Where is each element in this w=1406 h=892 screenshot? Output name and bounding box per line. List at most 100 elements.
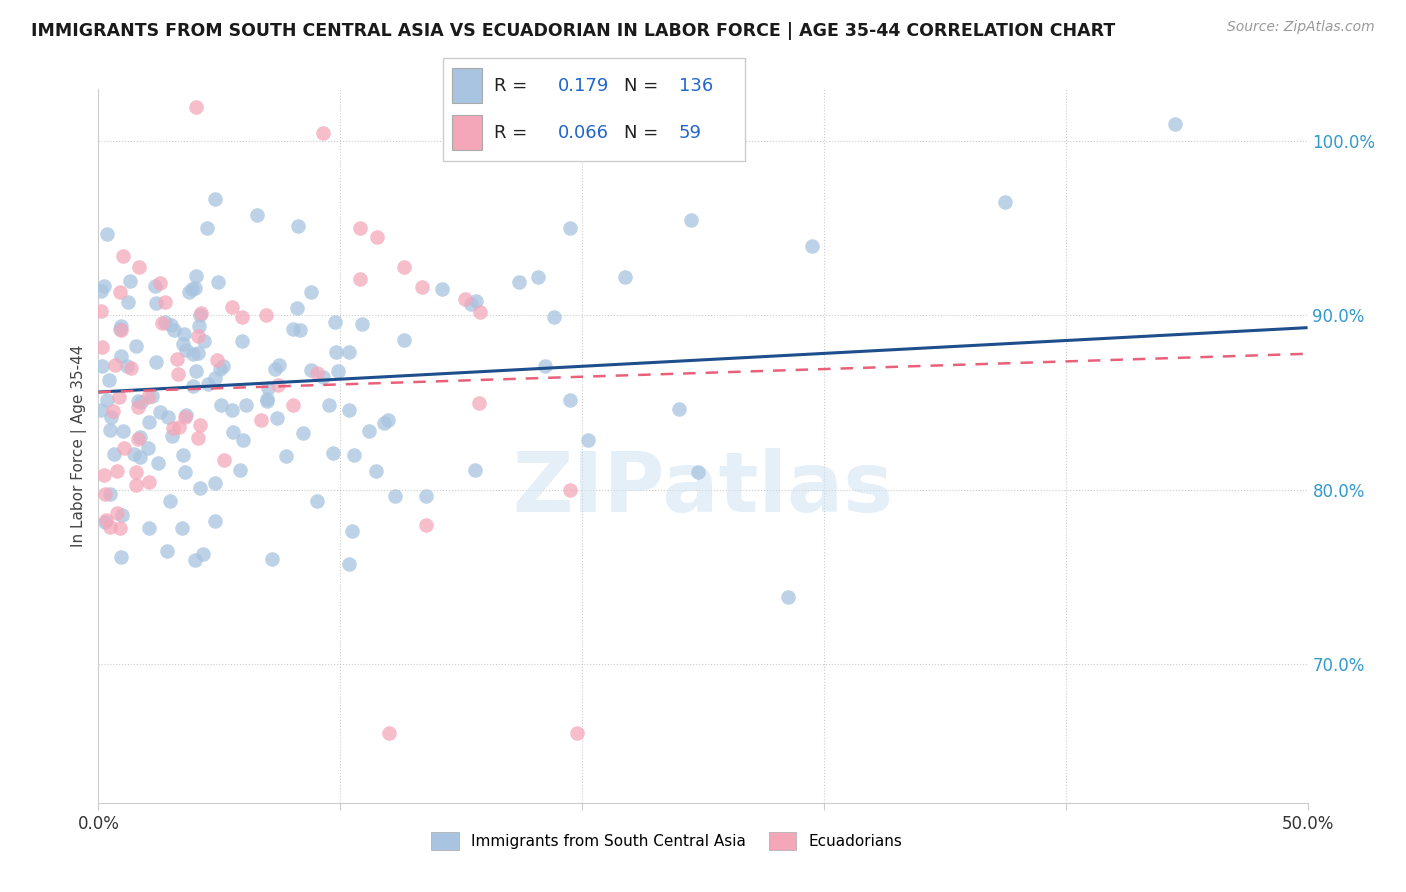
Point <box>184 281 207 295</box>
Point <box>322 445 344 459</box>
Point <box>256 393 278 408</box>
Legend: Immigrants from South Central Asia, Ecuadorians: Immigrants from South Central Asia, Ecua… <box>425 826 908 855</box>
Point <box>285 301 308 315</box>
Point <box>274 449 297 463</box>
Point <box>221 403 243 417</box>
Point <box>96 227 118 241</box>
Text: Source: ZipAtlas.com: Source: ZipAtlas.com <box>1227 20 1375 34</box>
Point <box>318 398 340 412</box>
Point <box>208 362 231 376</box>
Point <box>187 431 209 445</box>
Point <box>1163 117 1185 131</box>
Point <box>231 310 253 325</box>
Point <box>228 462 250 476</box>
Point <box>149 405 172 419</box>
Point <box>90 402 112 417</box>
Point <box>558 221 581 235</box>
Point <box>326 363 349 377</box>
Point <box>181 378 204 392</box>
Point <box>156 543 179 558</box>
Point <box>91 339 114 353</box>
Point <box>110 349 132 363</box>
Point <box>384 489 406 503</box>
Point <box>337 344 360 359</box>
Point <box>411 280 433 294</box>
Point <box>235 398 257 412</box>
Point <box>337 558 360 572</box>
Point <box>138 475 160 489</box>
FancyBboxPatch shape <box>451 69 482 103</box>
Point <box>392 333 415 347</box>
FancyBboxPatch shape <box>443 58 745 161</box>
Point <box>187 319 209 334</box>
Point <box>138 521 160 535</box>
Point <box>340 524 363 538</box>
Point <box>191 547 214 561</box>
Point <box>98 487 121 501</box>
Point <box>281 398 304 412</box>
Point <box>104 358 127 372</box>
Point <box>136 441 159 455</box>
Point <box>163 323 186 337</box>
Point <box>184 553 207 567</box>
Point <box>668 401 690 416</box>
Point <box>128 260 150 274</box>
Point <box>249 413 271 427</box>
Point <box>994 195 1017 210</box>
Point <box>127 394 149 409</box>
Point <box>357 424 380 438</box>
Point <box>129 394 152 409</box>
Point <box>264 362 287 376</box>
Point <box>305 494 328 508</box>
Point <box>141 389 163 403</box>
Point <box>464 462 486 476</box>
Point <box>195 221 218 235</box>
Point <box>325 345 347 359</box>
Text: 0.066: 0.066 <box>558 124 609 142</box>
Point <box>232 433 254 447</box>
Point <box>576 433 599 447</box>
Text: 0.179: 0.179 <box>558 77 609 95</box>
Point <box>256 380 278 394</box>
Point <box>204 514 226 528</box>
Point <box>149 277 172 291</box>
Point <box>162 421 184 435</box>
Point <box>174 408 197 422</box>
Point <box>112 441 135 455</box>
Point <box>190 481 212 495</box>
Point <box>454 292 477 306</box>
Point <box>172 521 194 535</box>
Point <box>108 322 131 336</box>
Point <box>153 315 176 329</box>
Point <box>110 318 132 333</box>
Point <box>101 404 124 418</box>
Point <box>204 192 226 206</box>
Point <box>120 360 142 375</box>
Point <box>543 310 565 324</box>
Point <box>98 520 121 534</box>
Text: 136: 136 <box>679 77 713 95</box>
Point <box>167 367 190 381</box>
Point <box>172 448 194 462</box>
Point <box>94 515 117 529</box>
Point <box>323 315 346 329</box>
Point <box>193 334 215 349</box>
Point <box>145 355 167 369</box>
Point <box>96 392 118 407</box>
Point <box>460 296 482 310</box>
Point <box>184 100 207 114</box>
Point <box>136 390 159 404</box>
Point <box>93 468 115 483</box>
Point <box>350 318 373 332</box>
Point <box>186 364 208 378</box>
Point <box>127 432 149 446</box>
Point <box>266 410 288 425</box>
Point <box>125 465 148 479</box>
Point <box>558 392 581 407</box>
Point <box>312 126 335 140</box>
Point <box>800 239 823 253</box>
Point <box>107 390 129 404</box>
Point <box>430 282 453 296</box>
Point <box>204 475 226 490</box>
Point <box>392 260 415 274</box>
